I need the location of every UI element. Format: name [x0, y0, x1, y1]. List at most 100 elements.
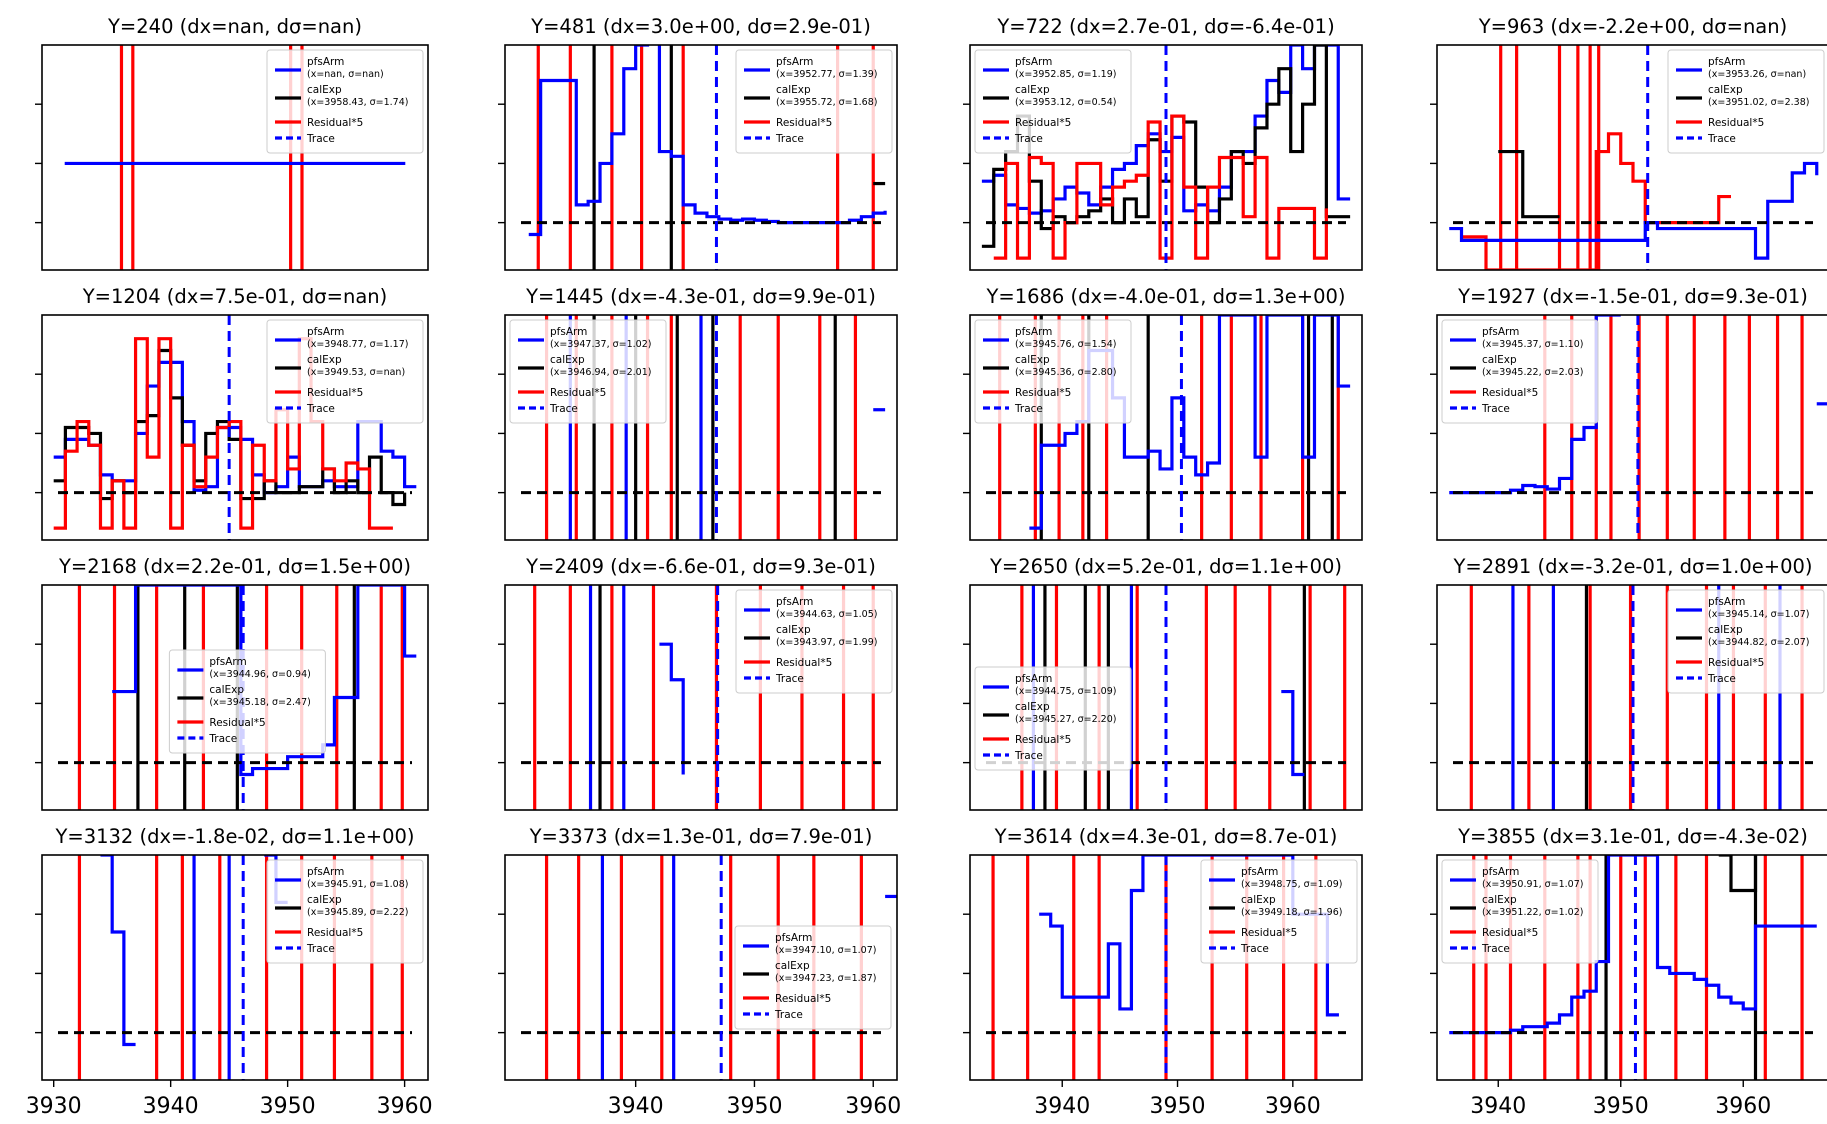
legend-label: calExp	[1708, 84, 1743, 96]
legend-sublabel: (x=3948.75, σ=1.09)	[1241, 879, 1342, 890]
legend-label: calExp	[307, 354, 342, 366]
x-tick-label: 3930	[26, 1094, 82, 1119]
panel-title: Y=2891 (dx=-3.2e-01, dσ=1.0e+00)	[1452, 555, 1812, 578]
legend: pfsArm(x=3944.96, σ=0.94) calExp(x=3945.1…	[168, 649, 326, 754]
legend-box	[974, 319, 1132, 424]
legend-sublabel: (x=3949.53, σ=nan)	[307, 367, 405, 378]
series-line	[659, 642, 685, 775]
chart-panel: Y=481 (dx=3.0e+00, dσ=2.9e-01) pfsArm(x=3…	[498, 15, 898, 271]
legend-label: Trace	[1707, 133, 1736, 145]
series-line	[1449, 161, 1819, 260]
chart-panel: Y=1445 (dx=-4.3e-01, dσ=9.9e-01)pfsArm(x…	[498, 285, 898, 541]
legend-label: pfsArm	[775, 932, 812, 944]
legend: pfsArm(x=3952.85, σ=1.19) calExp(x=3953.1…	[974, 49, 1132, 154]
legend: pfsArm(x=3944.63, σ=1.05) calExp(x=3943.9…	[735, 589, 893, 694]
legend-sublabel: (x=3947.37, σ=1.02)	[550, 339, 651, 350]
legend-sublabel: (x=3944.96, σ=0.94)	[209, 669, 310, 680]
legend-box	[266, 49, 424, 154]
x-tick-label: 3940	[1034, 1094, 1090, 1119]
legend: pfsArm(x=3945.14, σ=1.07) calExp(x=3944.8…	[1667, 589, 1825, 694]
legend-box	[735, 49, 893, 154]
chart-panel: 3940 3950 3960 Y=3855 (dx=3.1e-01, dσ=-4.3e…	[1430, 825, 1827, 1119]
legend-label: calExp	[776, 84, 811, 96]
legend-box	[734, 925, 892, 1030]
series-line	[993, 114, 1328, 260]
legend-box	[735, 589, 893, 694]
legend: pfsArm(x=3947.37, σ=1.02) calExp(x=3946.9…	[509, 319, 667, 424]
panel-title: Y=722 (dx=2.7e-01, dσ=-6.4e-01)	[996, 15, 1334, 38]
chart-panel: Y=963 (dx=-2.2e+00, dσ=nan) pfsArm(x=3953…	[1430, 15, 1827, 271]
legend-label: Residual*5	[775, 993, 831, 1005]
legend-sublabel: (x=3952.77, σ=1.39)	[776, 69, 877, 80]
legend: pfsArm(x=3945.91, σ=1.08) calExp(x=3945.8…	[266, 859, 424, 964]
legend-label: Residual*5	[1482, 387, 1538, 399]
x-tick-label: 3950	[1150, 1094, 1206, 1119]
series-line	[1281, 689, 1305, 777]
legend-label: Residual*5	[1241, 927, 1297, 939]
legend-sublabel: (x=3950.91, σ=1.07)	[1482, 879, 1583, 890]
legend: pfsArm(x=3945.37, σ=1.10) calExp(x=3945.2…	[1441, 319, 1599, 424]
x-tick-label: 3940	[143, 1094, 199, 1119]
panel-title: Y=2409 (dx=-6.6e-01, dσ=9.3e-01)	[525, 555, 876, 578]
legend-label: pfsArm	[1708, 596, 1745, 608]
legend-label: pfsArm	[776, 56, 813, 68]
legend-label: Trace	[549, 403, 578, 415]
legend-label: Residual*5	[307, 117, 363, 129]
legend-label: pfsArm	[1241, 866, 1278, 878]
legend-label: Trace	[1014, 403, 1043, 415]
x-tick-label: 3940	[608, 1094, 664, 1119]
legend-sublabel: (x=3953.12, σ=0.54)	[1015, 97, 1116, 108]
x-tick-label: 3950	[726, 1094, 782, 1119]
legend-label: Trace	[1240, 943, 1269, 955]
chart-panel: 3940 3950 3960 Y=3614 (dx=4.3e-01, dσ=8.7e-…	[963, 825, 1363, 1119]
panel-title: Y=1204 (dx=7.5e-01, dσ=nan)	[82, 285, 388, 308]
legend-label: Residual*5	[1708, 117, 1764, 129]
legend-sublabel: (x=3945.18, σ=2.47)	[209, 697, 310, 708]
plot-area	[53, 315, 417, 540]
legend-sublabel: (x=3944.63, σ=1.05)	[776, 609, 877, 620]
axes-frame	[1436, 854, 1827, 1081]
legend: pfsArm(x=3947.10, σ=1.07) calExp(x=3947.2…	[734, 925, 892, 1030]
legend-label: pfsArm	[1015, 326, 1052, 338]
chart-panel: Y=722 (dx=2.7e-01, dσ=-6.4e-01) pfsArm(x=…	[963, 15, 1363, 271]
axes-frame	[969, 44, 1363, 271]
legend-label: Residual*5	[776, 117, 832, 129]
legend-box	[168, 649, 326, 754]
legend-sublabel: (x=3948.77, σ=1.17)	[307, 339, 408, 350]
legend-label: Residual*5	[550, 387, 606, 399]
legend-label: Trace	[775, 133, 804, 145]
legend-sublabel: (x=3945.37, σ=1.10)	[1482, 339, 1583, 350]
legend-label: calExp	[550, 354, 585, 366]
legend-box	[1441, 859, 1599, 964]
legend-sublabel: (x=3945.89, σ=2.22)	[307, 907, 408, 918]
legend-label: pfsArm	[307, 866, 344, 878]
chart-panel: 3940 3950 3960 Y=3373 (dx=1.3e-01, dσ=7.9e-…	[498, 825, 901, 1119]
series-line	[112, 585, 417, 777]
axes-frame	[41, 314, 429, 541]
axes-frame	[504, 44, 898, 271]
panel-title: Y=481 (dx=3.0e+00, dσ=2.9e-01)	[530, 15, 871, 38]
legend-label: calExp	[307, 84, 342, 96]
series-line	[53, 337, 393, 530]
legend-label: pfsArm	[1482, 866, 1519, 878]
legend-label: Trace	[306, 133, 335, 145]
x-tick-label: 3950	[1593, 1094, 1649, 1119]
legend-sublabel: (x=3943.97, σ=1.99)	[776, 637, 877, 648]
axes-frame	[969, 584, 1363, 811]
legend-sublabel: (x=3947.10, σ=1.07)	[775, 945, 876, 956]
legend-sublabel: (x=3949.18, σ=1.96)	[1241, 907, 1342, 918]
legend-label: pfsArm	[307, 326, 344, 338]
legend-box	[974, 49, 1132, 154]
legend-box	[1667, 49, 1825, 154]
x-tick-label: 3960	[1715, 1094, 1771, 1119]
x-tick-label: 3960	[845, 1094, 901, 1119]
panel-title: Y=963 (dx=-2.2e+00, dσ=nan)	[1478, 15, 1787, 38]
legend-label: calExp	[1015, 701, 1050, 713]
series-line	[1449, 855, 1817, 1035]
legend-label: Trace	[208, 733, 237, 745]
legend: pfsArm(x=3953.26, σ=nan) calExp(x=3951.02…	[1667, 49, 1825, 154]
legend-label: Residual*5	[307, 387, 363, 399]
legend-label: pfsArm	[550, 326, 587, 338]
chart-panel: Y=2409 (dx=-6.6e-01, dσ=9.3e-01) pfsArm(x…	[498, 555, 898, 811]
